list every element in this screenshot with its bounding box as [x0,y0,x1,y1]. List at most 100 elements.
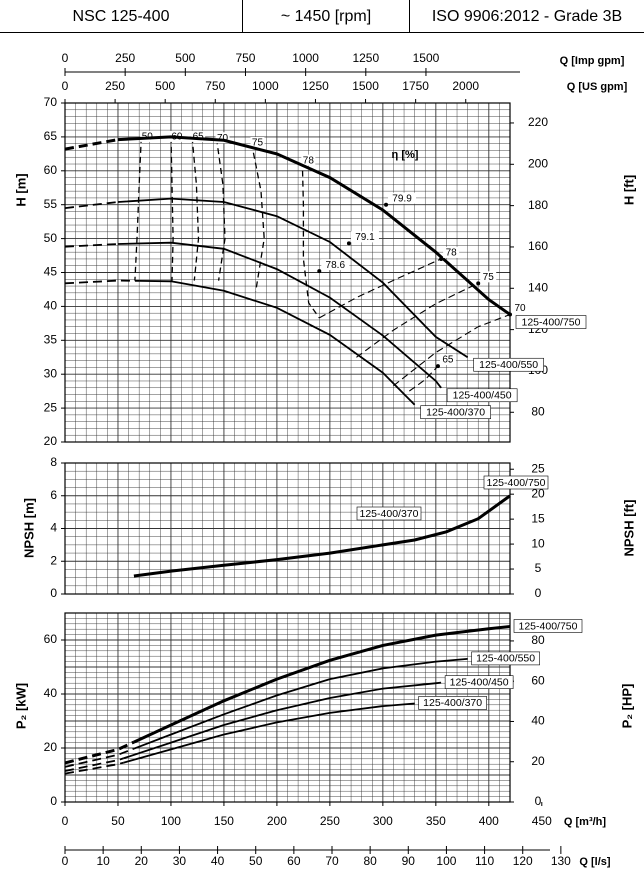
m3h-tick-label: 150 [214,814,234,828]
iso-efficiency-curve-60 [170,136,174,281]
iso-efficiency-label-78: 78 [303,155,315,166]
power-ytick-right-label: 60 [531,673,545,687]
imp-gpm-tick-label: 0 [62,51,69,65]
power-curve-dashed-125-400/750 [64,740,135,765]
power-curve-125-400/550 [133,658,468,750]
power-axis-label: P₂ [kW] [13,683,28,729]
power-curve-125-400/750 [133,625,511,744]
head-ytick-label: 45 [44,265,58,279]
power-series-label-box [471,651,540,666]
npsh-ytick-label: 8 [50,455,57,469]
efficiency-mark-bg [388,192,417,204]
efficiency-branch-3 [408,365,439,392]
head-ytick-label: 30 [44,366,58,380]
head-series-label-125-400/550: 125-400/550 [479,359,538,371]
efficiency-point [476,281,481,286]
head-curve-dashed-125-400/450 [64,243,119,248]
imp-gpm-tick-label: 250 [115,51,135,65]
head-axis-label-right: H [ft] [621,175,636,205]
head-ytick-right-label: 180 [528,198,548,212]
us-gpm-tick-label: 250 [105,79,125,93]
power-frame [64,612,511,803]
efficiency-mark-70: 70 [514,303,526,314]
head-ytick-right-label: 200 [528,156,548,170]
us-gpm-tick-label: 1250 [302,79,329,93]
power-ytick-right-label: 80 [531,633,545,647]
head-series-label-125-400/750: 125-400/750 [522,316,581,328]
imp-gpm-axis-label: Q [Imp gpm] [560,55,625,67]
iso-efficiency-curve-65 [191,136,200,281]
head-series-label-125-400/450: 125-400/450 [453,390,512,402]
head-ytick-right-label: 80 [531,404,545,418]
iso-efficiency-label-65: 65 [193,132,205,143]
npsh-label-370: 125-400/370 [360,508,419,520]
head-curve-125-400/550 [117,197,469,359]
m3h-tick-label: 200 [267,814,287,828]
imp-gpm-tick-label: 1000 [292,51,319,65]
iso-efficiency-label-bg [140,130,155,142]
m3h-tick-label: 100 [161,814,181,828]
m3h-tick-label: 0 [62,814,69,828]
head-ytick-label: 55 [44,197,58,211]
efficiency-mark-75: 75 [483,272,495,283]
power-ytick-label: 0 [50,794,57,808]
m3h-tick-label: 400 [479,814,499,828]
ls-tick-label: 40 [211,854,225,868]
head-ytick-label: 60 [44,163,58,177]
npsh-axis-label-right: NPSH [ft] [621,499,636,556]
npsh-label-750: 125-400/750 [487,477,546,489]
pump-speed: ~ 1450 [rpm] [243,0,410,33]
iso-efficiency-curve-75 [250,142,265,292]
head-ytick-right-label: 140 [528,280,548,294]
npsh-ytick-right-label: 15 [531,511,545,525]
head-curve-dashed-125-400/750 [64,138,119,151]
npsh-ytick-right-label: 20 [531,486,545,500]
head-curve-125-400/370 [139,280,416,406]
npsh-ytick-label: 6 [50,488,57,502]
power-series-label-box [444,675,514,689]
ls-tick-label: 80 [363,854,377,868]
efficiency-mark-78: 78 [446,248,458,259]
ls-tick-label: 70 [325,854,339,868]
head-ytick-label: 65 [44,129,58,143]
head-curve-dashed-125-400/370 [64,279,140,285]
head-ytick-label: 35 [44,332,58,346]
us-gpm-tick-label: 0 [62,79,69,93]
head-ytick-label: 70 [44,95,58,109]
ls-tick-label: 90 [402,854,416,868]
m3h-tick-label: 50 [111,814,125,828]
npsh-axis-label: NPSH [m] [21,498,36,558]
iso-efficiency-label-70: 70 [217,133,229,144]
npsh-ytick-right-label: 10 [531,536,545,550]
efficiency-branch-2 [393,313,511,387]
efficiency-mark-bg [480,271,497,283]
head-grid [64,102,511,443]
efficiency-mark-bg [321,259,350,271]
us-gpm-tick-label: 1000 [252,79,279,93]
ls-axis-label: Q [l/s] [579,856,611,868]
efficiency-point [508,312,512,317]
head-curve-125-400/750 [117,135,511,316]
head-series-label-box [473,357,544,372]
npsh-ytick-right-label: 25 [531,461,545,475]
power-series-label-box [513,619,583,633]
us-gpm-tick-label: 500 [155,79,175,93]
ls-tick-label: 120 [513,854,533,868]
head-ytick-right-label: 220 [528,115,548,129]
test-standard: ISO 9906:2012 - Grade 3B [410,0,644,33]
imp-gpm-tick-label: 1250 [352,51,379,65]
m3h-tick-label: 300 [373,814,393,828]
efficiency-branch-0 [319,258,442,319]
efficiency-mark-bg [439,354,456,366]
power-ytick-right-label: 0 [535,794,542,808]
m3h-tick-label: 350 [426,814,446,828]
efficiency-point [317,269,322,274]
efficiency-branch-1 [356,282,479,358]
us-gpm-axis-label: Q [US gpm] [567,81,628,93]
us-gpm-tick-label: 2000 [452,79,479,93]
us-gpm-tick-label: 1500 [352,79,379,93]
efficiency-point [384,202,389,207]
m3h-tick-label: 250 [320,814,340,828]
ls-tick-label: 60 [287,854,301,868]
